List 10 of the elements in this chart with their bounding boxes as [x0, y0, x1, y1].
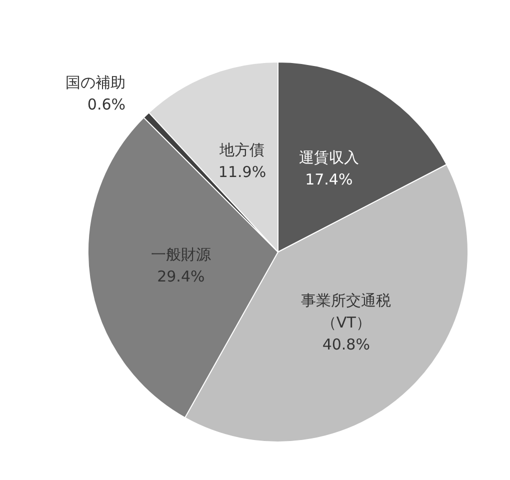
data-label: 11.9%	[218, 162, 266, 181]
data-label: 40.8%	[322, 335, 370, 354]
slice-label: 運賃収入	[298, 148, 359, 166]
slice-label: 事業所交通税（VT）	[301, 291, 392, 332]
data-label: 17.4%	[305, 170, 353, 188]
data-label: 0.6%	[87, 95, 126, 114]
slice-label: 国の補助	[66, 73, 126, 92]
slice-label: 一般財源	[150, 245, 211, 264]
slice-label: 地方債	[218, 140, 265, 159]
data-label: 29.4%	[157, 267, 205, 286]
